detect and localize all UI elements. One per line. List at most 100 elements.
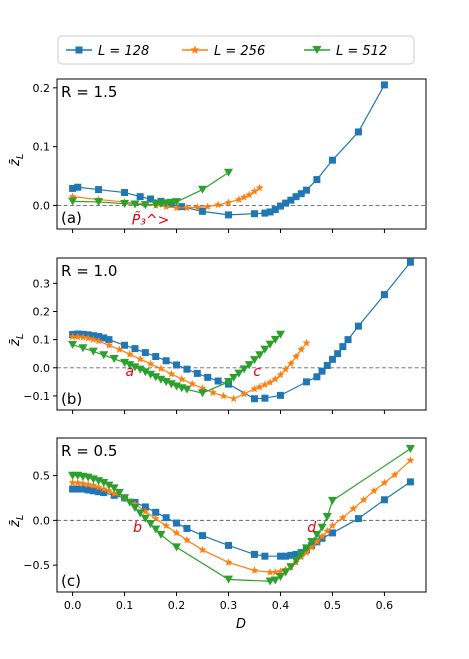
data-point [167, 369, 176, 378]
data-point [172, 528, 181, 537]
data-point [146, 370, 156, 379]
data-point [344, 336, 352, 344]
data-point [79, 485, 87, 493]
data-point [323, 526, 332, 535]
panel-c: −0.5 0.0 0.5 0.0 0.1 0.2 0.3 0.4 0.5 0.6 z̄L R = 0.… [8, 437, 427, 612]
data-point [224, 575, 234, 584]
data-point [261, 209, 269, 217]
data-point [312, 530, 322, 539]
data-point [250, 550, 258, 558]
data-point [245, 190, 254, 199]
data-point [68, 340, 78, 349]
data-point [225, 211, 233, 219]
legend-item-0: L = 128 [66, 44, 149, 59]
legend: L = 128 L = 256 L = 512 [57, 35, 415, 65]
data-point [317, 523, 327, 532]
data-point [104, 486, 113, 495]
data-point [74, 183, 82, 191]
data-point [287, 551, 295, 559]
data-point [152, 508, 160, 516]
data-point [380, 81, 388, 89]
x-tick-label: 0.3 [220, 599, 238, 612]
data-point [234, 195, 243, 203]
data-point [177, 374, 186, 383]
y-axis-label: z̄L [8, 154, 26, 167]
y-tick-label: 0.2 [33, 305, 51, 318]
data-point [214, 377, 222, 385]
data-point [162, 521, 171, 530]
data-point [281, 364, 290, 373]
data-point [282, 199, 290, 207]
data-point [265, 340, 275, 349]
data-point [135, 509, 145, 518]
data-point [301, 544, 311, 553]
data-point [250, 384, 259, 393]
data-point [405, 444, 415, 453]
x-tick-label: 0.0 [64, 599, 82, 612]
y-axis-label: z̄L [8, 515, 26, 528]
data-point [406, 478, 414, 486]
data-point [276, 370, 285, 379]
data-point [276, 552, 284, 560]
data-point [105, 336, 113, 344]
data-point [147, 195, 155, 203]
data-point [121, 341, 129, 349]
data-point [250, 187, 259, 195]
data-point [104, 481, 114, 490]
data-point [115, 345, 124, 353]
legend-item-1: L = 256 [182, 44, 265, 59]
data-point [318, 532, 327, 540]
data-point [198, 389, 208, 398]
data-point [225, 541, 233, 549]
x-tick-label: 0.5 [324, 599, 342, 612]
data-point [114, 488, 124, 497]
data-point [229, 373, 239, 382]
axes-frame [56, 437, 427, 593]
data-point [260, 345, 270, 354]
data-point [84, 480, 93, 488]
data-point [281, 568, 291, 577]
data-point [99, 351, 109, 360]
data-point [349, 504, 358, 513]
data-point [214, 200, 223, 209]
data-point [302, 338, 311, 347]
y-tick-label: 0.1 [33, 334, 51, 347]
data-point [198, 545, 207, 554]
data-point [178, 203, 186, 211]
data-point [302, 378, 310, 386]
data-point [130, 504, 140, 513]
data-point [100, 334, 108, 342]
data-point [182, 385, 192, 394]
data-point [140, 368, 150, 377]
y-tick-label: 0.0 [33, 514, 51, 527]
r-value-label: R = 1.5 [61, 83, 117, 101]
data-point [146, 520, 156, 529]
data-point [224, 378, 234, 387]
data-point [162, 357, 170, 365]
data-point [198, 384, 207, 392]
data-point [276, 202, 284, 210]
data-point [265, 577, 275, 586]
data-point [318, 367, 326, 375]
curve-annotation: c [253, 364, 261, 380]
data-point [68, 197, 78, 206]
data-point [188, 379, 197, 388]
plot-area [68, 81, 388, 219]
curve-annotation: P̃₃^> [132, 212, 170, 229]
data-point [323, 362, 331, 370]
data-point [302, 186, 310, 194]
data-point [125, 361, 135, 370]
data-point [140, 201, 150, 210]
data-point [109, 484, 119, 493]
series-line-1 [72, 84, 385, 216]
data-point [203, 202, 212, 211]
data-point [151, 373, 161, 382]
data-point [229, 394, 238, 403]
data-point [183, 365, 191, 373]
data-point [183, 524, 191, 532]
data-point [104, 341, 113, 349]
data-point [406, 258, 414, 266]
data-point [99, 478, 109, 487]
data-point [234, 369, 244, 378]
panels: 0.0 0.1 0.2 z̄L R = 1.5 (a) P̃₃^> −0.1 0.0 0.1 0.2… [8, 78, 427, 612]
